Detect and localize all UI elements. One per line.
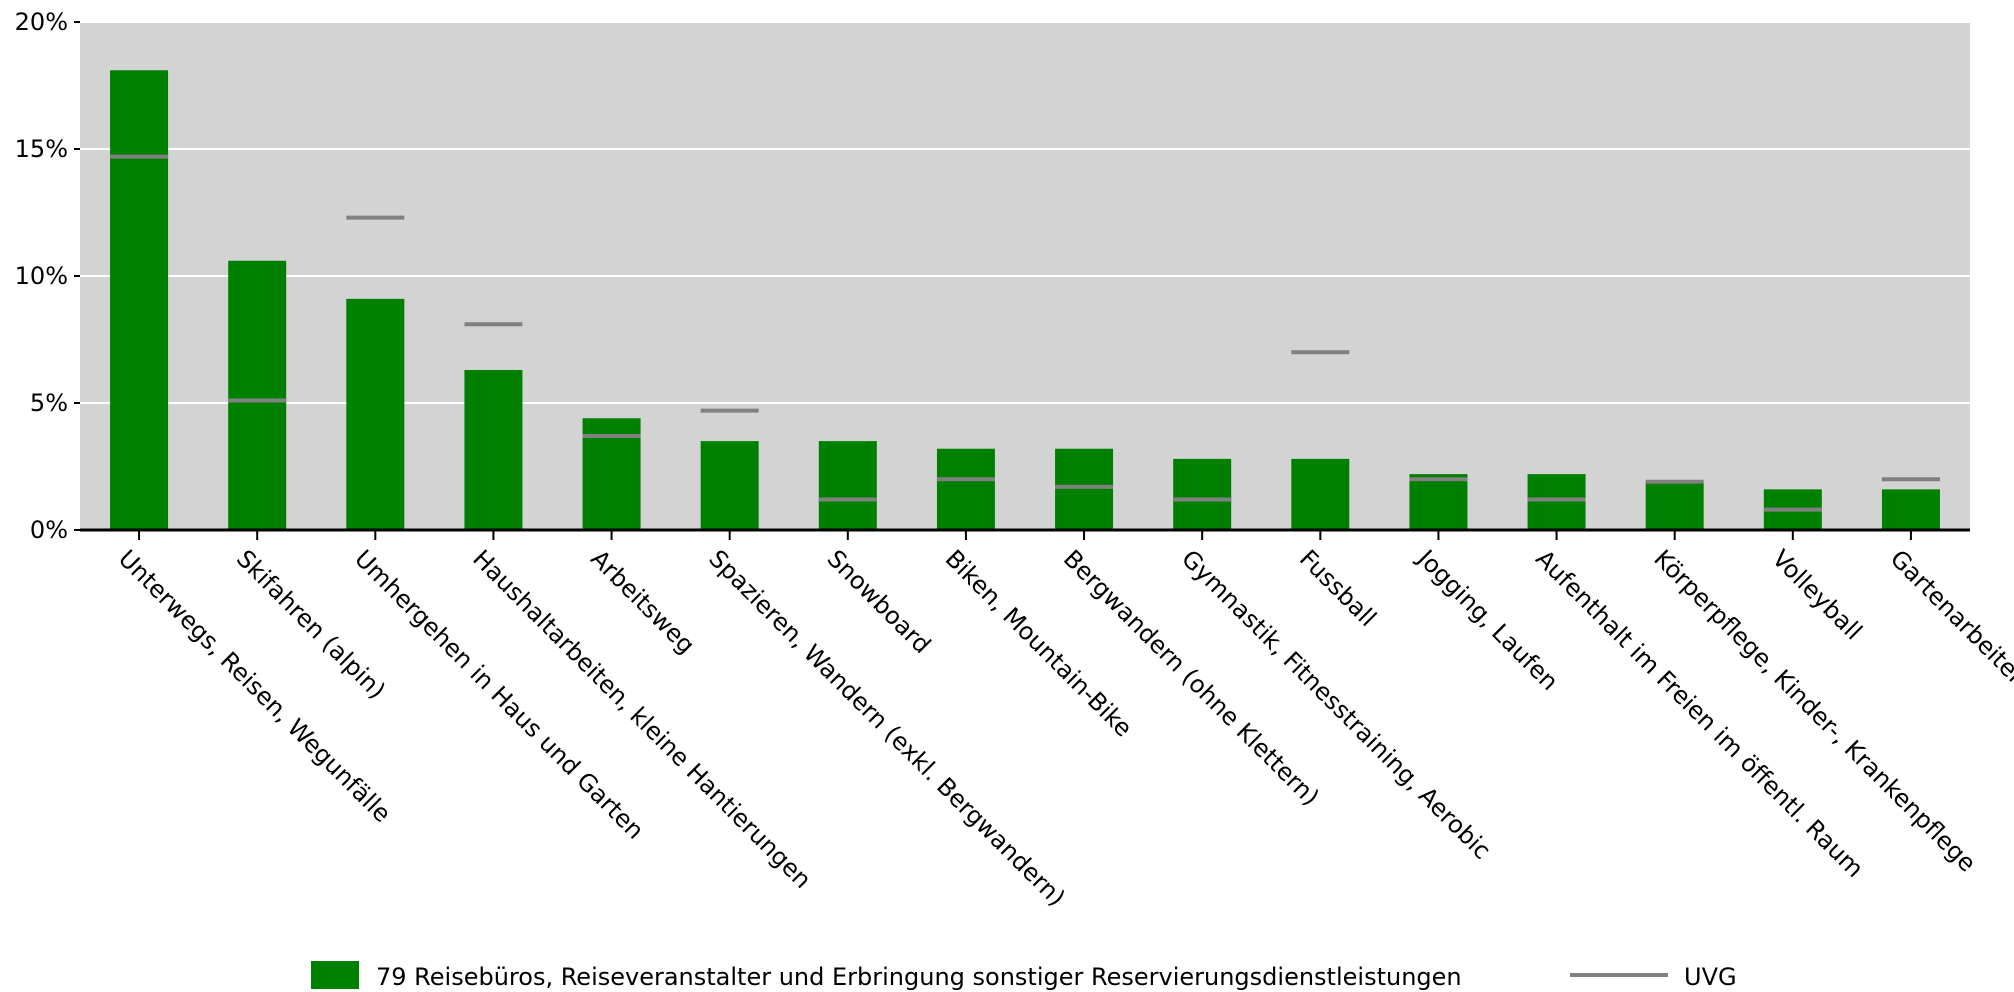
legend: 79 Reisebüros, Reiseveranstalter und Erb… bbox=[311, 961, 1737, 991]
bar bbox=[1645, 481, 1704, 530]
y-axis-ticks: 0% 5% 10% 15% 20% bbox=[15, 8, 80, 544]
legend-label-bar: 79 Reisebüros, Reiseveranstalter und Erb… bbox=[376, 963, 1462, 991]
bar bbox=[228, 260, 287, 530]
bar bbox=[700, 441, 759, 530]
bar bbox=[936, 448, 995, 530]
x-category-label: Arbeitsweg bbox=[585, 544, 700, 659]
bar bbox=[818, 441, 877, 530]
legend-swatch-bar bbox=[311, 961, 359, 989]
y-tick-label: 0% bbox=[30, 516, 68, 544]
y-tick-label: 15% bbox=[15, 135, 68, 163]
x-category-label: Gartenarbeiten bbox=[1885, 544, 2014, 693]
bar bbox=[1881, 489, 1940, 530]
x-category-label: Fussball bbox=[1294, 544, 1382, 632]
bar bbox=[1527, 474, 1586, 530]
y-tick-label: 20% bbox=[15, 8, 68, 36]
legend-label-uvg: UVG bbox=[1684, 963, 1737, 991]
x-category-label: Volleyball bbox=[1767, 544, 1868, 645]
x-category-label: Snowboard bbox=[822, 544, 937, 659]
x-category-label: Bergwandern (ohne Klettern) bbox=[1058, 544, 1325, 811]
y-tick-label: 5% bbox=[30, 389, 68, 417]
bar bbox=[1291, 458, 1350, 530]
bar bbox=[110, 70, 169, 530]
bars bbox=[110, 70, 1940, 530]
y-tick-label: 10% bbox=[15, 262, 68, 290]
bar bbox=[1409, 474, 1468, 530]
x-axis-ticks bbox=[138, 530, 1912, 540]
uvg-markers bbox=[110, 154, 1940, 512]
bar bbox=[1055, 448, 1114, 530]
bar bbox=[1173, 458, 1232, 530]
bar bbox=[346, 298, 405, 530]
bar bbox=[464, 369, 523, 530]
